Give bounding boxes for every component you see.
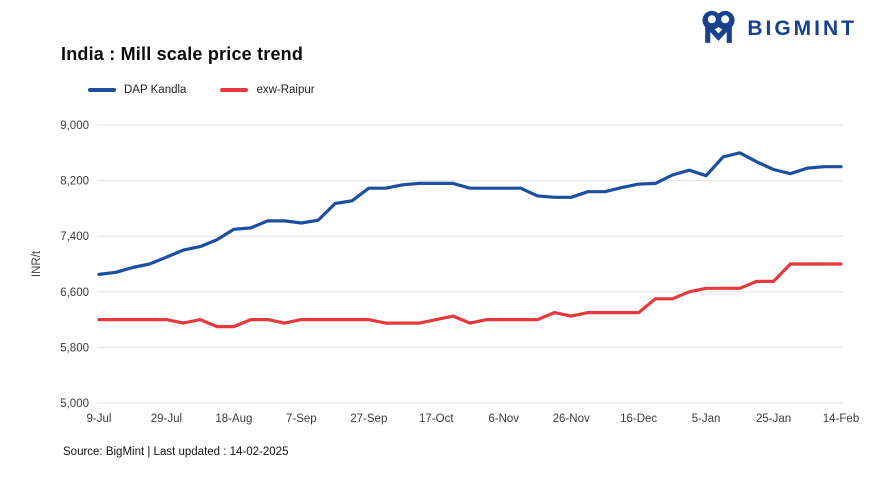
brand-logo: BIGMINT <box>698 8 857 49</box>
brand-name: BIGMINT <box>747 16 857 40</box>
y-tick-label: 7,400 <box>60 231 89 243</box>
x-tick-label: 25-Jan <box>756 413 791 425</box>
x-tick-label: 14-Feb <box>823 413 859 425</box>
x-tick-label: 26-Nov <box>553 413 590 425</box>
chart-legend: DAP Kandla exw-Raipur <box>88 84 315 96</box>
x-tick-label: 16-Dec <box>620 413 657 425</box>
series-line-dap-kandla <box>97 151 843 276</box>
bigmint-m-icon <box>702 10 735 43</box>
x-tick-label: 29-Jul <box>151 413 182 425</box>
x-tick-label: 9-Jul <box>87 413 112 425</box>
x-tick-label: 5-Jan <box>692 413 721 425</box>
x-tick-label: 18-Aug <box>215 413 252 425</box>
x-tick-label: 6-Nov <box>488 413 519 425</box>
x-tick-label: 27-Sep <box>350 413 387 425</box>
legend-label-exw-raipur: exw-Raipur <box>256 84 315 96</box>
legend-label-dap-kandla: DAP Kandla <box>124 84 187 96</box>
legend-swatch-exw-raipur <box>220 88 249 92</box>
legend-item-exw-raipur: exw-Raipur <box>220 84 315 96</box>
y-axis-title: INR/t <box>31 250 43 277</box>
legend-swatch-dap-kandla <box>88 88 116 92</box>
legend-item-dap-kandla: DAP Kandla <box>88 84 186 96</box>
y-tick-label: 8,200 <box>60 176 89 188</box>
x-tick-label: 17-Oct <box>419 413 454 425</box>
y-tick-label: 9,000 <box>60 120 89 132</box>
x-tick-label: 7-Sep <box>286 413 317 425</box>
series-line-exw-raipur <box>97 262 843 329</box>
chart-title: India : Mill scale price trend <box>61 44 304 64</box>
source-note: Source: BigMint | Last updated : 14-02-2… <box>63 446 289 458</box>
y-tick-label: 5,000 <box>60 398 89 410</box>
y-tick-label: 6,600 <box>60 287 89 299</box>
y-tick-label: 5,800 <box>60 342 89 354</box>
